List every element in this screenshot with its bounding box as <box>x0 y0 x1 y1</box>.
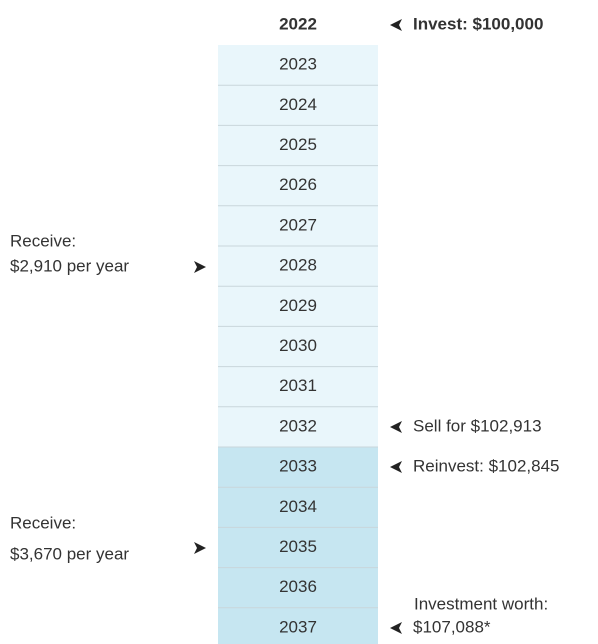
arrow-left <box>390 421 402 433</box>
year-label: 2033 <box>279 457 317 476</box>
arrow-right <box>194 261 206 273</box>
note-text: Sell for $102,913 <box>413 416 542 435</box>
year-label: 2037 <box>279 617 317 636</box>
note-text: $107,088* <box>413 617 491 636</box>
year-label: 2030 <box>279 336 317 355</box>
year-label: 2029 <box>279 296 317 315</box>
note-label: Receive: <box>10 231 76 250</box>
year-column: 2022 2023 2024 2025 2026 2027 2028 2029 2030 2031… <box>218 14 378 644</box>
year-label: 2035 <box>279 537 317 556</box>
year-label: 2032 <box>279 416 317 435</box>
year-label: 2023 <box>279 55 317 74</box>
note-text: Invest: $100,000 <box>413 14 543 33</box>
year-row <box>218 527 378 568</box>
arrow-left <box>390 622 402 634</box>
year-row <box>218 326 378 367</box>
year-row <box>218 85 378 126</box>
year-row <box>218 205 378 246</box>
note-label: Investment worth: <box>414 594 548 613</box>
year-label: 2025 <box>279 135 317 154</box>
year-row <box>218 125 378 166</box>
year-label: 2028 <box>279 256 317 275</box>
year-row <box>218 45 378 86</box>
note-label: Receive: <box>10 513 76 532</box>
year-label: 2022 <box>279 14 317 33</box>
year-row <box>218 447 378 488</box>
year-row <box>218 165 378 206</box>
year-row <box>218 286 378 327</box>
arrow-right <box>194 542 206 554</box>
note-amount: $2,910 per year <box>10 256 129 275</box>
year-row <box>218 567 378 608</box>
note-text: Reinvest: $102,845 <box>413 456 560 475</box>
year-label: 2026 <box>279 175 317 194</box>
year-row <box>218 487 378 528</box>
arrow-left <box>390 461 402 473</box>
year-label: 2027 <box>279 215 317 234</box>
arrow-left <box>390 19 402 31</box>
note-amount: $3,670 per year <box>10 544 129 563</box>
year-row <box>218 406 378 447</box>
year-label: 2031 <box>279 376 317 395</box>
year-label: 2036 <box>279 577 317 596</box>
year-row <box>218 607 378 644</box>
year-label: 2034 <box>279 497 317 516</box>
year-row <box>218 366 378 407</box>
year-label: 2024 <box>279 95 317 114</box>
year-row <box>218 246 378 287</box>
